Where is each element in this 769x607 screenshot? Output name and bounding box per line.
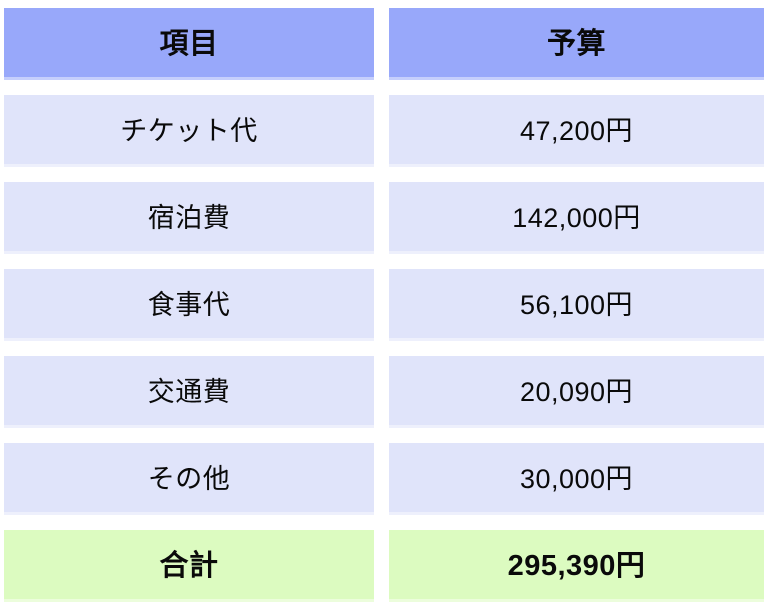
row-item-cell: その他 (4, 443, 374, 515)
row-item-cell: チケット代 (4, 95, 374, 167)
total-item-cell: 合計 (4, 530, 374, 602)
header-cell-budget: 予算 (389, 8, 764, 80)
row-item-cell: 交通費 (4, 356, 374, 428)
row-budget-cell: 56,100円 (389, 269, 764, 341)
header-cell-item: 項目 (4, 8, 374, 80)
budget-table: 項目 予算 チケット代 47,200円 宿泊費 142,000円 食事代 56,… (4, 8, 764, 602)
row-budget-cell: 47,200円 (389, 95, 764, 167)
row-budget-cell: 30,000円 (389, 443, 764, 515)
total-budget-cell: 295,390円 (389, 530, 764, 602)
row-budget-cell: 20,090円 (389, 356, 764, 428)
row-budget-cell: 142,000円 (389, 182, 764, 254)
row-item-cell: 食事代 (4, 269, 374, 341)
row-item-cell: 宿泊費 (4, 182, 374, 254)
